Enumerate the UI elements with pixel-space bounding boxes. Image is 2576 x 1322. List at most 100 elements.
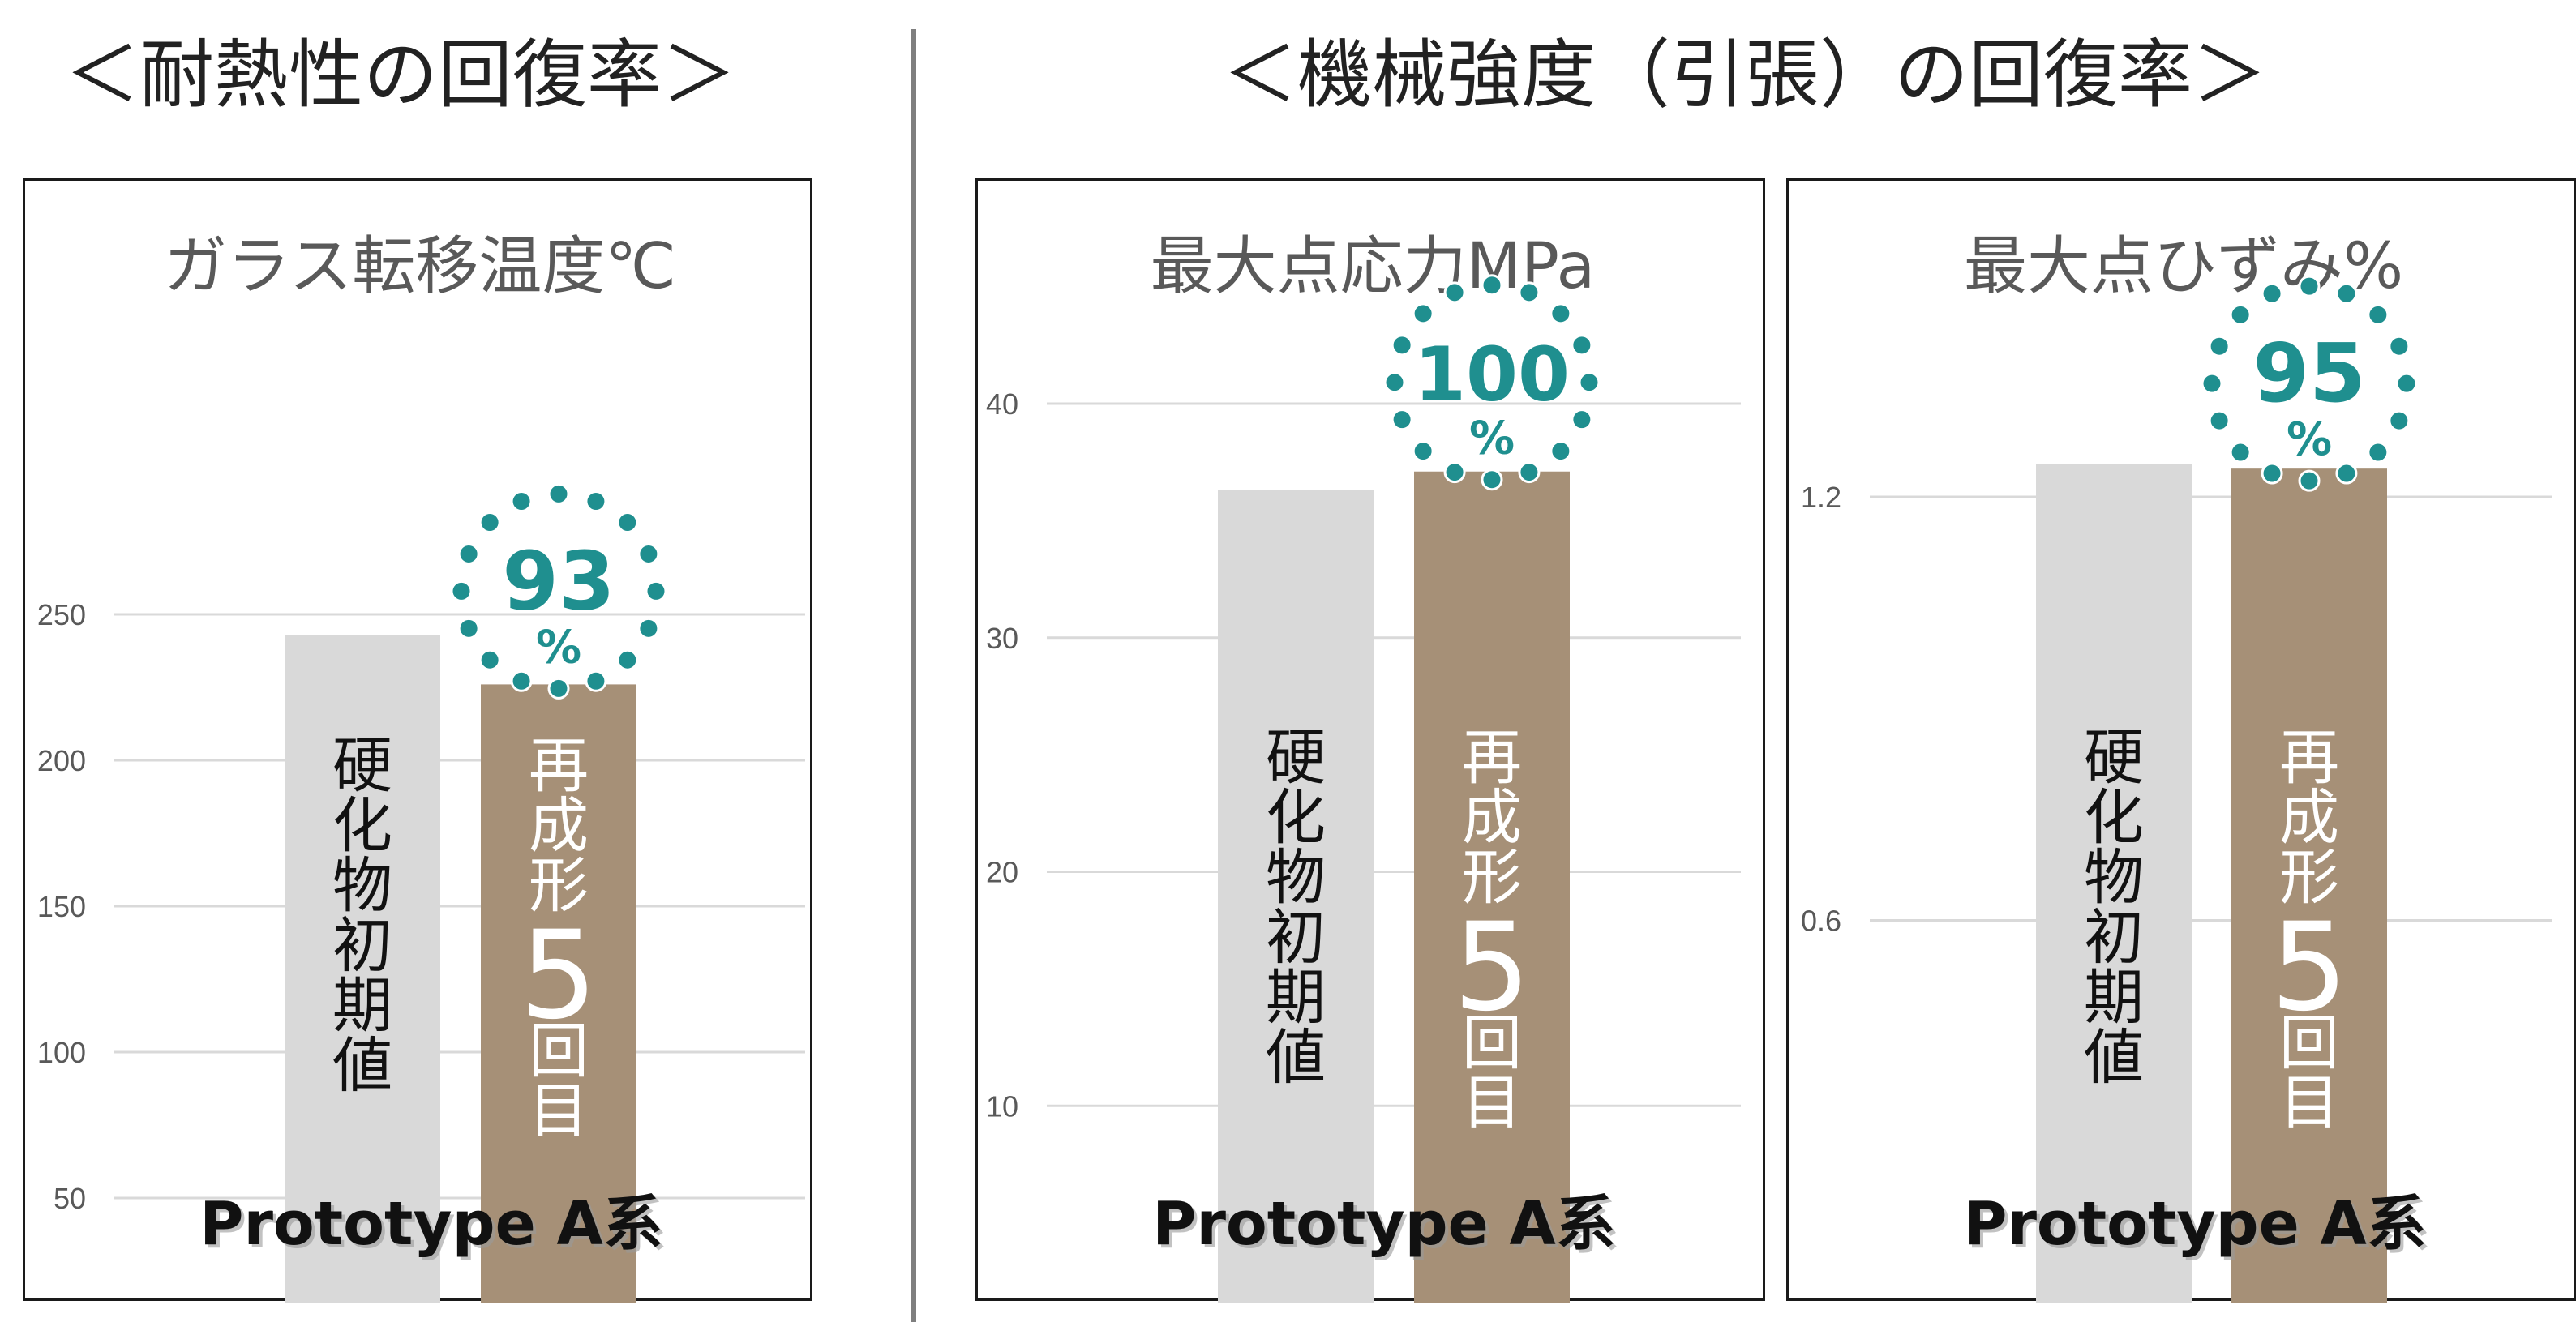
badge-dot xyxy=(2229,441,2252,464)
bar-label-char: 回 xyxy=(1462,1008,1522,1078)
bar-label-char: 硬 xyxy=(1266,723,1326,793)
badge-dot xyxy=(2335,462,2358,485)
chart-title: ガラス転移温度℃ xyxy=(164,230,676,303)
bar-label-char: 値 xyxy=(1266,1023,1326,1093)
badge-dot xyxy=(547,677,570,700)
glass-transition-chart-panel: ガラス転移温度℃050100150200250硬化物初期値再成形5回目93%Pr… xyxy=(23,178,812,1303)
badge-dot xyxy=(616,511,639,534)
badge-dot xyxy=(585,670,607,692)
bar-label-char: 再 xyxy=(529,731,589,801)
glass-transition-chart: ガラス転移温度℃050100150200250硬化物初期値再成形5回目93%Pr… xyxy=(37,230,805,1303)
max-stress-chart-panel: 最大点応力MPa010203040硬化物初期値再成形5回目100%Prototy… xyxy=(975,178,1765,1303)
recovery-rate-badge: 95% xyxy=(2201,275,2418,492)
x-axis-label-shadow: Prototype A系 xyxy=(203,1192,667,1262)
badge-dot xyxy=(1549,302,1572,325)
badge-dot xyxy=(1571,409,1593,431)
bar-initial-cured xyxy=(1218,490,1374,1303)
max-stress-chart: 最大点応力MPa010203040硬化物初期値再成形5回目100%Prototy… xyxy=(986,230,1741,1303)
badge-unit: % xyxy=(536,621,581,674)
bar-label-char: 初 xyxy=(2084,903,2144,973)
badge-dot xyxy=(2388,409,2411,432)
section-divider xyxy=(911,29,916,1322)
badge-dot xyxy=(1412,440,1434,463)
chart-title: 最大点ひずみ% xyxy=(1964,230,2403,303)
y-tick-label: 250 xyxy=(37,598,86,631)
x-axis-label: Prototype A系 xyxy=(199,1189,663,1259)
mechanical-strength-heading: ＜機械強度（引張）の回復率＞ xyxy=(1223,32,2268,118)
badge-dot xyxy=(547,482,570,505)
bar-label-char: 5 xyxy=(2270,897,2347,1038)
bar-label-char: 値 xyxy=(332,1031,392,1101)
badge-dot xyxy=(1443,461,1466,484)
bar-label-char: 成 xyxy=(529,791,589,861)
badge-dot xyxy=(1518,461,1541,484)
badge-dot xyxy=(450,580,473,602)
bar-label-char: 形 xyxy=(2279,843,2339,913)
y-tick-label: 100 xyxy=(37,1036,86,1069)
bar-label-char: 物 xyxy=(2084,843,2144,913)
badge-dot xyxy=(1549,440,1572,463)
bar-label-char: 5 xyxy=(1453,897,1530,1038)
badge-dot xyxy=(1481,274,1503,297)
badge-dot xyxy=(1391,334,1413,357)
x-axis-label-shadow: Prototype A系 xyxy=(1155,1192,1619,1262)
badge-dot xyxy=(2388,335,2411,357)
badge-dot xyxy=(1518,281,1541,304)
bar-remolded-5th xyxy=(1414,471,1570,1303)
badge-dot xyxy=(457,617,480,640)
y-tick-label: 1.2 xyxy=(1801,481,1841,514)
badge-dot xyxy=(2367,441,2390,464)
bar-label-char: 目 xyxy=(1462,1068,1522,1138)
x-axis-label-shadow: Prototype A系 xyxy=(1966,1192,2430,1262)
badge-dot xyxy=(645,580,667,602)
bar-initial-cured xyxy=(2036,464,2192,1303)
badge-dot xyxy=(1481,468,1503,491)
bar-label-char: 目 xyxy=(2279,1068,2339,1138)
bar-label-char: 初 xyxy=(1266,903,1326,973)
bar-label-char: 形 xyxy=(529,851,589,921)
bar-label-char: 成 xyxy=(2279,783,2339,853)
bar-label-char: 値 xyxy=(2084,1023,2144,1093)
bar-label-char: 目 xyxy=(529,1076,589,1146)
bar-label-char: 再 xyxy=(2279,723,2339,793)
badge-value: 100 xyxy=(1414,332,1570,418)
bar-label-char: 化 xyxy=(332,791,392,861)
bar-label-char: 期 xyxy=(2084,963,2144,1033)
y-tick-label: 200 xyxy=(37,744,86,777)
y-tick-label: 150 xyxy=(37,890,86,923)
x-axis-label: Prototype A系 xyxy=(1152,1189,1616,1259)
y-tick-label: 30 xyxy=(986,622,1018,655)
bar-label-char: 期 xyxy=(1266,963,1326,1033)
recovery-rate-badge: 100% xyxy=(1383,274,1601,491)
badge-dot xyxy=(2229,303,2252,326)
bar-label-char: 初 xyxy=(332,911,392,981)
badge-dot xyxy=(616,648,639,671)
bar-label-char: 形 xyxy=(1462,843,1522,913)
bar-remolded-5th xyxy=(2231,468,2387,1303)
badge-dot xyxy=(2208,409,2231,432)
recovery-rate-badge: 93% xyxy=(450,482,667,700)
badge-dot xyxy=(1571,334,1593,357)
bar-label-char: 化 xyxy=(2084,783,2144,853)
bar-label-char: 物 xyxy=(1266,843,1326,913)
y-tick-label: 40 xyxy=(986,387,1018,421)
badge-dot xyxy=(2208,335,2231,357)
badge-dot xyxy=(457,542,480,565)
badge-dot xyxy=(510,490,533,513)
badge-dot xyxy=(1412,302,1434,325)
badge-dot xyxy=(2335,282,2358,305)
badge-dot xyxy=(2298,469,2321,492)
badge-unit: % xyxy=(1469,413,1515,465)
bar-label-char: 物 xyxy=(332,851,392,921)
badge-dot xyxy=(585,490,607,513)
x-axis-label: Prototype A系 xyxy=(1963,1189,2427,1259)
heat-resistance-heading: ＜耐熱性の回復率＞ xyxy=(65,32,737,118)
badge-dot xyxy=(637,542,660,565)
badge-dot xyxy=(478,648,501,671)
bar-label-char: 回 xyxy=(529,1016,589,1086)
badge-dot xyxy=(1383,371,1406,394)
bar-label-char: 再 xyxy=(1462,723,1522,793)
badge-unit: % xyxy=(2287,413,2332,466)
